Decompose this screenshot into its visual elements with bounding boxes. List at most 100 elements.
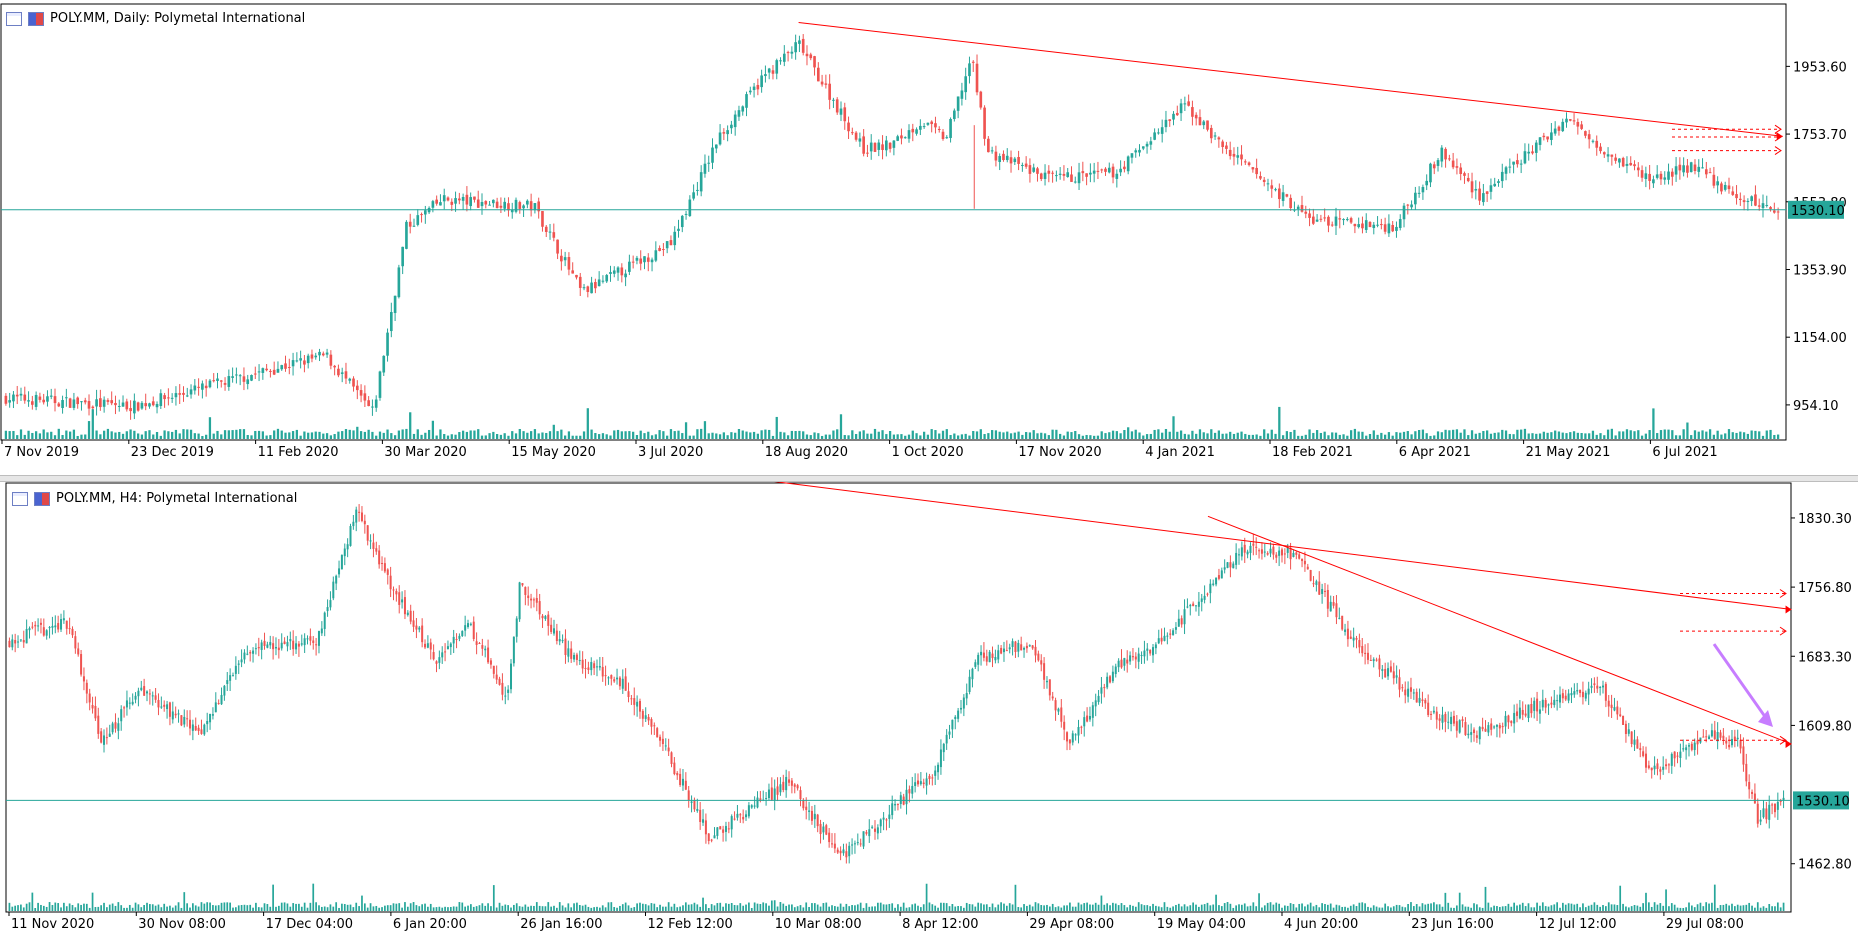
candle-body xyxy=(1708,172,1712,174)
candle-body xyxy=(263,640,266,646)
candle-body xyxy=(824,83,828,85)
candle-body xyxy=(1172,630,1175,636)
current-price-label: 1530.10 xyxy=(1791,204,1845,219)
candle-body xyxy=(971,61,975,63)
candle-body xyxy=(618,677,621,687)
candle-body xyxy=(1686,165,1689,173)
candle-body xyxy=(1392,671,1395,679)
candle-body xyxy=(1177,618,1180,627)
candle-body xyxy=(314,355,318,358)
candle-body xyxy=(1232,563,1235,569)
candle-body xyxy=(360,512,363,521)
candle-body xyxy=(140,402,144,409)
candle-body xyxy=(673,762,676,775)
candle-body xyxy=(703,163,707,174)
candle-body xyxy=(1259,176,1262,179)
candle-body xyxy=(1482,193,1485,203)
daily-chart-pane[interactable]: 1953.601753.701553.801353.901154.00954.1… xyxy=(0,0,1858,475)
candle-body xyxy=(1063,721,1066,730)
candle-body xyxy=(1432,710,1435,713)
candle-body xyxy=(292,640,295,650)
candle-body xyxy=(1733,736,1736,740)
h4-chart[interactable]: 1830.30 1756.80 1683.30 1609.80 1462.80 1530.… xyxy=(0,482,1858,943)
candle-body xyxy=(1655,174,1659,178)
x-tick-label: 26 Jan 16:00 xyxy=(520,917,602,932)
candle-body xyxy=(1300,205,1304,212)
candle-body xyxy=(412,620,415,627)
candle-body xyxy=(722,132,726,134)
candle-body xyxy=(1519,163,1523,165)
candle-body xyxy=(842,849,845,854)
candle-body xyxy=(454,198,457,204)
candle-body xyxy=(1621,157,1625,167)
daily-chart[interactable]: 1953.601753.701553.801353.901154.00954.1… xyxy=(0,0,1858,475)
candle-body xyxy=(538,601,541,615)
candle-body xyxy=(1120,659,1123,668)
candle-body xyxy=(752,86,756,91)
candle-body xyxy=(990,150,994,152)
candle-body xyxy=(242,376,246,382)
candle-body xyxy=(1054,700,1057,711)
pane-separator[interactable] xyxy=(0,475,1858,482)
candle-body xyxy=(894,804,897,806)
candle-body xyxy=(378,550,381,565)
candle-body xyxy=(105,737,108,739)
candle-body xyxy=(1197,601,1200,607)
candle-body xyxy=(1533,700,1536,711)
candle-body xyxy=(211,714,214,716)
candle-body xyxy=(1277,188,1281,200)
h4-chart-pane[interactable]: 1830.30 1756.80 1683.30 1609.80 1462.80 1530.… xyxy=(0,482,1858,943)
candle-body xyxy=(1145,143,1149,147)
candle-body xyxy=(885,140,888,151)
candle-body xyxy=(644,715,647,719)
candle-body xyxy=(476,199,480,208)
candle-body xyxy=(702,819,705,823)
candle-body xyxy=(1550,702,1553,705)
candle-body xyxy=(1123,166,1126,170)
candle-body xyxy=(1160,127,1164,134)
x-tick-label: 30 Mar 2020 xyxy=(384,445,466,460)
candle-body xyxy=(1387,223,1391,234)
candle-body xyxy=(444,651,447,653)
candle-body xyxy=(1376,224,1379,226)
dashed-level-arrow xyxy=(1774,124,1782,134)
candle-body xyxy=(949,118,952,138)
candle-body xyxy=(429,642,432,650)
candle-body xyxy=(1229,562,1232,568)
candle-body xyxy=(418,627,421,630)
candle-body xyxy=(816,814,819,827)
candle-body xyxy=(106,400,110,402)
candle-body xyxy=(1094,700,1097,707)
candle-body xyxy=(1329,601,1332,612)
candle-body xyxy=(885,819,888,821)
candle-body xyxy=(1676,755,1679,757)
candle-body xyxy=(1429,163,1432,183)
candle-body xyxy=(587,667,590,671)
candle-body xyxy=(39,622,42,625)
candle-body xyxy=(866,152,869,154)
candle-body xyxy=(1236,155,1240,158)
candle-body xyxy=(650,719,653,727)
candle-body xyxy=(11,639,14,648)
candle-body xyxy=(441,652,444,658)
candle-body xyxy=(914,782,917,787)
candle-body xyxy=(1773,803,1776,813)
candle-body xyxy=(567,257,571,270)
candle-body xyxy=(1002,153,1005,161)
candle-body xyxy=(560,255,563,262)
candle-body xyxy=(770,787,773,800)
candle-body xyxy=(911,128,915,133)
candle-body xyxy=(835,99,839,113)
candle-body xyxy=(1693,164,1697,171)
candle-body xyxy=(790,51,794,54)
candle-body xyxy=(684,780,687,790)
candle-body xyxy=(114,722,117,729)
candle-body xyxy=(1415,691,1418,703)
candle-body xyxy=(1485,191,1489,194)
candle-body xyxy=(1126,156,1130,172)
candle-body xyxy=(808,810,811,812)
candle-body xyxy=(374,399,378,408)
candle-body xyxy=(469,623,472,625)
candle-body xyxy=(1507,715,1510,723)
candle-body xyxy=(1527,704,1530,719)
